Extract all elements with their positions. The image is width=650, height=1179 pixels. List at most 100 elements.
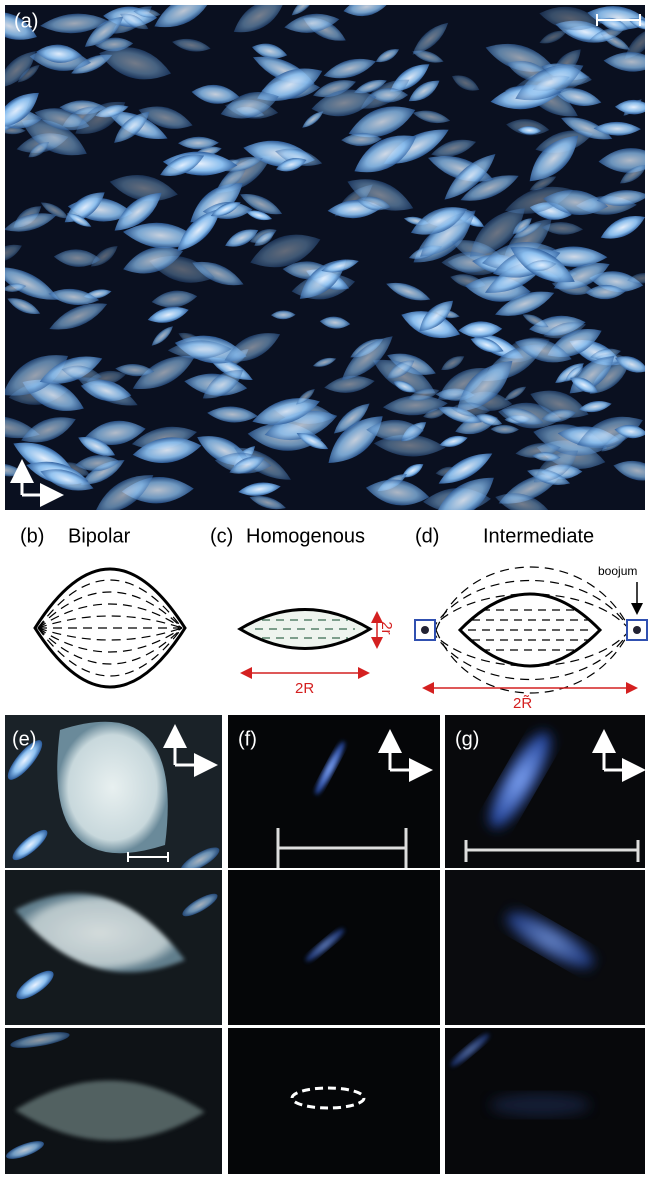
droplet [441, 356, 465, 371]
droplet [375, 49, 400, 63]
droplet [5, 92, 39, 128]
droplet [323, 58, 377, 79]
droplet [319, 316, 351, 329]
droplet [439, 435, 468, 447]
droplet [593, 121, 641, 136]
droplet [433, 477, 494, 510]
director-lines [37, 579, 183, 677]
droplet [485, 43, 555, 72]
droplet [257, 68, 323, 101]
droplet [522, 314, 549, 328]
droplet [133, 8, 161, 18]
droplet [217, 169, 246, 190]
droplet [324, 375, 375, 393]
droplet [437, 406, 483, 424]
droplet [49, 303, 108, 330]
droplet [5, 213, 57, 232]
droplet [114, 111, 150, 143]
droplet [151, 326, 173, 346]
droplet [190, 183, 243, 223]
droplet [202, 370, 244, 399]
boojum-defect [633, 626, 641, 634]
droplet [123, 222, 199, 249]
droplet [613, 460, 645, 481]
droplet [115, 364, 155, 377]
droplet [191, 85, 240, 104]
droplet [77, 377, 138, 406]
field-line [435, 566, 631, 631]
droplet [529, 135, 579, 182]
droplet [192, 261, 244, 286]
droplet [210, 202, 241, 217]
droplet [312, 357, 337, 367]
panel-f [228, 715, 440, 1174]
droplet [514, 338, 572, 363]
droplet [603, 52, 645, 72]
panel-e [5, 715, 222, 1174]
droplet [501, 408, 544, 425]
director-line [37, 627, 183, 641]
panel-a-droplets [5, 5, 645, 510]
droplet [408, 80, 440, 102]
droplet [252, 398, 320, 425]
droplet [495, 291, 555, 316]
droplet [599, 17, 629, 32]
droplet [393, 380, 417, 393]
panel-title: Bipolar [68, 525, 131, 547]
droplet [524, 260, 557, 271]
droplet [451, 75, 480, 91]
bipolar-droplet [33, 567, 187, 689]
droplet [386, 282, 431, 301]
panel-label: (d) [415, 525, 439, 547]
droplet [356, 196, 391, 211]
panel-label: (e) [12, 728, 36, 750]
droplet [369, 87, 409, 103]
droplet [40, 469, 94, 491]
droplet [249, 496, 286, 510]
droplet [343, 5, 390, 17]
droplet [470, 337, 504, 353]
droplet [311, 89, 377, 117]
droplet [84, 16, 124, 47]
droplet [624, 26, 645, 59]
droplet [5, 267, 59, 300]
droplet [578, 400, 612, 413]
director-line [37, 615, 183, 629]
droplet [515, 64, 584, 101]
droplet [553, 88, 602, 106]
droplet [75, 455, 120, 472]
droplet [284, 13, 340, 33]
droplet [252, 43, 288, 59]
droplet [589, 348, 622, 360]
droplet [619, 164, 645, 184]
droplet [5, 244, 22, 262]
droplet [382, 395, 448, 416]
droplet [354, 79, 387, 94]
droplet [423, 408, 447, 419]
droplet [225, 229, 259, 247]
panel-title: Homogenous [246, 525, 365, 547]
panel-label: (c) [210, 525, 233, 547]
droplet [517, 126, 542, 135]
droplet [229, 456, 265, 474]
field-line [431, 580, 631, 631]
droplet [577, 416, 643, 449]
polarizer-arrows [9, 459, 64, 507]
droplet [321, 259, 359, 273]
droplet [539, 30, 567, 44]
droplet [543, 322, 587, 339]
droplet [347, 179, 414, 211]
droplet [40, 13, 109, 34]
droplet [21, 119, 87, 156]
droplet [495, 493, 550, 510]
droplet [561, 117, 613, 140]
droplet [5, 12, 37, 40]
droplet [532, 452, 561, 462]
director-line [37, 603, 183, 629]
defect-label: boojum [598, 564, 637, 578]
droplet [365, 479, 430, 506]
panel-title: Intermediate [483, 525, 594, 547]
droplet [75, 101, 126, 134]
droplet [48, 288, 100, 306]
